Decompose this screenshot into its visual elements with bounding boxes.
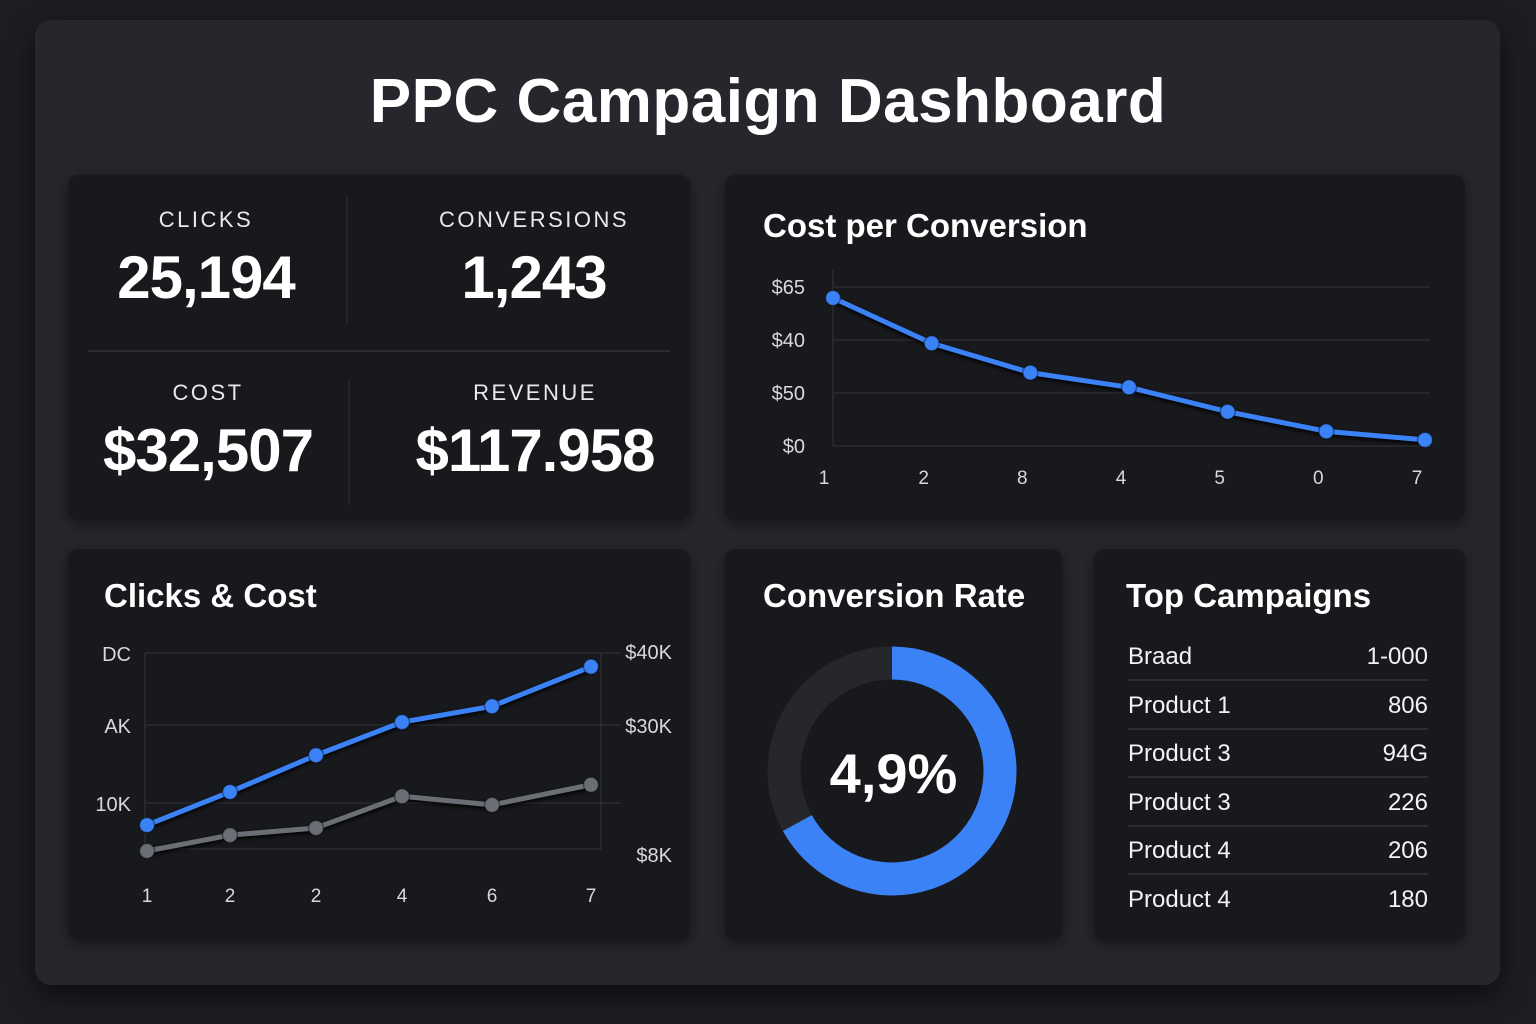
x-tick-label: 4 (397, 886, 408, 907)
y-left-tick-label: DC (102, 644, 131, 666)
kpi-label: CLICKS (158, 207, 254, 232)
kpi-conversions: CONVERSIONS 1,243 (384, 207, 684, 312)
cost-point (138, 842, 156, 860)
campaign-row[interactable]: Product 3 94G (1128, 730, 1428, 778)
kpi-cost: COST $32,507 (58, 380, 358, 485)
clicks-cost-card: Clicks & Cost DC AK 10K $40K $30K $8K 1 2 2 4 6 7 (68, 549, 690, 940)
cpc-point (1022, 364, 1039, 381)
kpi-value: 1,243 (461, 244, 607, 311)
x-tick-label: 7 (586, 886, 597, 907)
cpc-point (1318, 423, 1335, 440)
clicks-point (307, 746, 325, 764)
y-left-tick-label: 10K (95, 794, 131, 816)
card-title: Clicks & Cost (104, 577, 317, 614)
cost-point (221, 826, 239, 844)
campaign-value: 1-000 (1366, 643, 1428, 670)
y-tick-label: $40 (772, 330, 805, 352)
clicks-line (146, 664, 592, 828)
cpc-point (1120, 379, 1138, 396)
conversion-rate-donut (767, 646, 1017, 896)
x-tick-label: 2 (918, 468, 929, 489)
x-tick-label: 5 (1214, 468, 1225, 489)
clicks-point (393, 713, 411, 731)
cpc-line (831, 295, 1426, 443)
conversion-rate-card: Conversion Rate 4,9% (725, 549, 1062, 940)
x-tick-label: 1 (819, 468, 830, 489)
x-tick-label: 1 (142, 886, 153, 907)
divider (346, 195, 348, 325)
y-tick-label: $50 (772, 383, 805, 405)
clicks-cost-chart: DC AK 10K $40K $30K $8K 1 2 2 4 6 7 (95, 642, 672, 907)
y-right-tick-label: $30K (625, 716, 672, 738)
kpi-value: 25,194 (117, 244, 296, 311)
kpi-label: COST (172, 380, 244, 405)
campaign-value: 180 (1387, 886, 1428, 913)
y-left-tick-label: AK (104, 716, 131, 738)
page-title: PPC Campaign Dashboard (369, 67, 1167, 136)
cost-per-conversion-chart: $65$40$50$01 2 8 4 5 0 7 (772, 270, 1434, 489)
campaign-name: Product 3 (1128, 789, 1231, 816)
x-tick-label: 7 (1412, 468, 1423, 489)
kpi-revenue: REVENUE $117.958 (385, 380, 685, 485)
campaign-name: Product 4 (1128, 837, 1231, 864)
cost-point (582, 776, 600, 794)
campaign-value: 226 (1387, 789, 1428, 816)
x-tick-label: 2 (311, 886, 322, 907)
campaign-value: 206 (1387, 837, 1428, 864)
cpc-point (824, 289, 842, 307)
top-campaigns-card: Top Campaigns Braad 1-000 Product 1 806 Pr… (1094, 549, 1465, 940)
y-tick-label: $0 (783, 436, 805, 458)
y-right-tick-label: $8K (636, 845, 672, 867)
campaign-name: Braad (1128, 643, 1193, 670)
x-tick-label: 6 (487, 886, 498, 907)
cpc-point (1416, 431, 1434, 449)
x-tick-label: 4 (1116, 468, 1127, 489)
kpi-label: REVENUE (473, 380, 597, 405)
cost-point (393, 788, 411, 805)
cpc-point (1219, 403, 1236, 421)
cost-point (483, 796, 501, 814)
cost-per-conversion-card: Cost per Conversion $65 $40 $50 $0 1 2 8 4 5 0 7 (725, 175, 1465, 520)
cost-point (307, 819, 325, 837)
card-title: Conversion Rate (763, 577, 1026, 614)
clicks-point (483, 698, 501, 715)
campaign-name: Product 3 (1128, 740, 1231, 767)
x-tick-label: 2 (225, 886, 236, 907)
campaign-row[interactable]: Product 4 206 (1128, 827, 1428, 875)
clicks-point (138, 816, 156, 834)
campaign-name: Product 4 (1128, 886, 1231, 913)
campaign-value: 94G (1382, 740, 1428, 767)
x-tick-label: 0 (1313, 468, 1324, 489)
conversion-rate-value: 4,9% (829, 742, 958, 805)
y-tick-label: $65 (772, 277, 805, 299)
card-title: Cost per Conversion (763, 207, 1088, 244)
kpi-clicks: CLICKS 25,194 (56, 207, 356, 312)
clicks-point (582, 658, 600, 675)
campaign-row[interactable]: Product 3 226 (1128, 779, 1428, 827)
clicks-point (221, 783, 239, 801)
campaign-row[interactable]: Product 1 806 (1128, 682, 1428, 730)
campaign-value: 806 (1387, 692, 1428, 719)
divider (348, 380, 350, 505)
y-right-tick-label: $40K (625, 642, 672, 664)
cost-line (146, 782, 592, 854)
x-tick-label: 8 (1017, 468, 1028, 489)
divider (88, 350, 670, 352)
campaign-row[interactable]: Braad 1-000 (1128, 633, 1428, 681)
kpi-label: CONVERSIONS (438, 207, 630, 232)
kpi-card: CLICKS 25,194 CONVERSIONS 1,243 COST $32… (68, 175, 690, 520)
cpc-point (923, 335, 940, 352)
kpi-value: $32,507 (103, 417, 314, 484)
campaign-name: Product 1 (1128, 692, 1231, 719)
donut-fill (782, 646, 1017, 896)
kpi-value: $117.958 (415, 417, 656, 484)
card-title: Top Campaigns (1126, 577, 1372, 614)
campaign-row[interactable]: Product 4 180 (1128, 876, 1428, 924)
